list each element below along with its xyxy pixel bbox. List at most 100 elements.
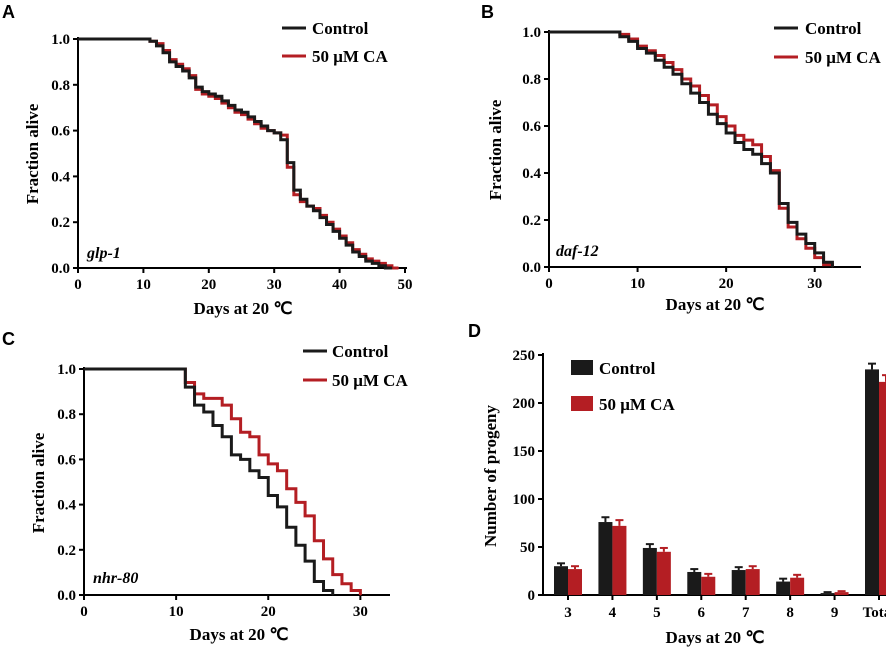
data-point-control <box>787 221 789 223</box>
bar-control <box>865 369 879 595</box>
data-point-control <box>654 59 656 61</box>
data-point-treatment <box>203 397 205 399</box>
data-point-control <box>672 73 674 75</box>
data-point-treatment <box>260 127 262 129</box>
data-point-treatment <box>778 207 780 209</box>
panel-a-ylabel: Fraction alive <box>23 103 42 204</box>
bar-treatment <box>834 592 849 595</box>
data-point-control <box>716 123 718 125</box>
x-tick-label: 30 <box>267 277 282 293</box>
data-point-control <box>681 83 683 85</box>
bar-control <box>554 566 568 595</box>
x-tick-label: 3 <box>564 605 572 621</box>
bar-treatment <box>879 381 886 595</box>
data-point-control <box>734 141 736 144</box>
data-point-control <box>203 411 205 413</box>
data-point-control <box>365 260 367 262</box>
bar-treatment <box>656 551 671 595</box>
panel-d-legend: Control 50 μM CA <box>571 359 675 414</box>
data-point-control <box>214 95 216 97</box>
survival-curve-control <box>549 30 834 267</box>
bar-treatment <box>568 569 582 595</box>
legend-label-treatment: 50 μM CA <box>599 395 675 414</box>
panel-b-ylabel: Fraction alive <box>486 99 505 200</box>
data-point-control <box>77 38 79 40</box>
data-point-treatment <box>359 594 361 596</box>
y-tick-label: 50 <box>520 540 535 556</box>
panel-c-xlabel: Days at 20 ℃ <box>190 625 289 644</box>
legend-swatch-control <box>571 360 593 375</box>
data-point-treatment <box>212 397 214 399</box>
panel-c: C Fraction alive Days at 20 ℃ nhr-80 0.0… <box>2 329 408 644</box>
data-point-control <box>240 111 243 113</box>
data-point-treatment <box>743 139 745 141</box>
data-point-treatment <box>286 166 288 168</box>
data-point-treatment <box>247 118 249 120</box>
y-tick-label: 1.0 <box>51 32 70 48</box>
panel-d: D Number of progeny Days at 20 ℃ 0 50 100 1… <box>468 321 886 647</box>
legend-label-treatment: 50 μM CA <box>332 371 408 390</box>
x-tick-label: Total <box>863 605 886 621</box>
data-point-treatment <box>299 200 301 203</box>
panel-b-gene: daf-12 <box>556 243 599 260</box>
y-tick-label: 0.6 <box>51 124 70 140</box>
data-point-treatment <box>221 102 223 104</box>
bar-treatment <box>701 576 716 595</box>
y-tick-label: 0.0 <box>522 260 541 276</box>
data-point-control <box>645 52 648 54</box>
data-point-treatment <box>201 93 203 95</box>
legend-label-control: Control <box>332 342 389 361</box>
panel-b: B Fraction alive Days at 20 ℃ daf-12 0.0… <box>481 2 881 314</box>
data-point-control <box>149 40 151 42</box>
x-tick-label: 10 <box>169 604 184 620</box>
data-point-treatment <box>332 574 334 576</box>
y-tick-label: 0 <box>528 588 536 604</box>
data-point-control <box>280 139 282 141</box>
x-tick-label: 5 <box>653 605 661 621</box>
x-tick-label: 8 <box>786 605 794 621</box>
bar-control <box>598 522 613 595</box>
bar-control <box>820 593 835 595</box>
data-point-control <box>247 116 249 118</box>
data-point-control <box>253 120 256 123</box>
bar-treatment <box>790 577 805 595</box>
data-point-control <box>249 470 251 472</box>
data-point-control <box>332 594 334 596</box>
y-tick-label: 1.0 <box>57 362 76 378</box>
panel-d-ylabel: Number of progeny <box>481 405 500 547</box>
data-point-control <box>796 233 798 235</box>
data-point-treatment <box>293 194 295 196</box>
data-point-treatment <box>313 540 315 542</box>
data-point-treatment <box>752 144 754 146</box>
data-point-control <box>752 153 754 155</box>
bar-control <box>776 581 791 595</box>
y-tick-label: 0.2 <box>522 213 541 229</box>
x-tick-label: 20 <box>261 604 276 620</box>
panel-a-xlabel: Days at 20 ℃ <box>194 299 293 318</box>
data-point-control <box>814 252 816 254</box>
panel-c-legend: Control 50 μM CA <box>303 342 408 390</box>
x-tick-label: 0 <box>80 604 88 620</box>
data-point-control <box>162 52 164 54</box>
data-point-treatment <box>230 418 232 420</box>
data-point-treatment <box>341 583 343 585</box>
data-point-control <box>352 251 354 253</box>
data-point-treatment <box>276 470 279 472</box>
y-tick-label: 0.2 <box>51 215 70 231</box>
panel-a-label: A <box>2 2 15 22</box>
data-point-control <box>760 163 763 165</box>
data-point-control <box>188 77 190 79</box>
data-point-treatment <box>304 515 306 517</box>
data-point-control <box>663 66 665 68</box>
y-tick-label: 250 <box>513 348 536 364</box>
panel-a-marks: 0.0 0.2 0.4 0.6 0.8 1.0 0 10 20 30 40 50 <box>51 32 412 293</box>
data-point-treatment <box>267 463 269 465</box>
data-point-control <box>208 93 210 95</box>
survival-curve-treatment <box>549 30 834 267</box>
panel-b-xlabel: Days at 20 ℃ <box>666 295 765 314</box>
survival-curve-treatment <box>78 37 399 270</box>
bar-control <box>642 547 657 595</box>
data-point-control <box>322 589 325 592</box>
legend-label-treatment: 50 μM CA <box>805 48 881 67</box>
data-point-treatment <box>253 123 256 125</box>
